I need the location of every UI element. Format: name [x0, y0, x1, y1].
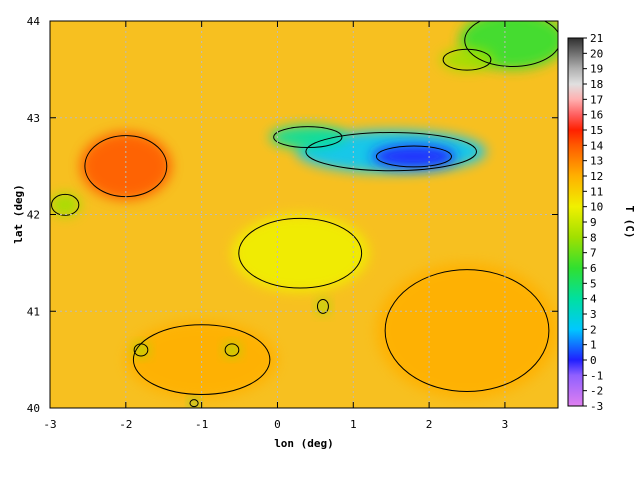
temp-feature-south-green-2 [133, 343, 149, 357]
colorbar-tick-label: -2 [590, 385, 603, 398]
colorbar-tick-label: 5 [590, 277, 597, 290]
colorbar-tick-label: 21 [590, 32, 603, 45]
colorbar-label: T (C) [623, 205, 636, 238]
colorbar-tick-label: 18 [590, 78, 603, 91]
temp-feature-coastal-sea [376, 262, 558, 399]
contour-ebro-valley [238, 217, 363, 289]
x-tick-label: 1 [350, 418, 357, 431]
temp-feature-northeast-green-2 [440, 48, 494, 72]
map-plot-area [49, 20, 559, 409]
x-tick-label: -3 [43, 418, 56, 431]
x-tick-label: 0 [274, 418, 281, 431]
temp-feature-ebro-valley [231, 214, 369, 292]
colorbar-tick-label: 4 [590, 293, 597, 306]
colorbar-tick-label: 17 [590, 93, 603, 106]
colorbar-tick-label: 8 [590, 231, 597, 244]
y-tick-label: 42 [27, 209, 40, 222]
y-axis-ticks: 40 41 42 43 44 [27, 15, 558, 415]
y-tick-label: 44 [27, 15, 41, 28]
x-axis-ticks: -3 -2 -1 0 1 2 3 [43, 21, 508, 431]
temp-feature-pyrenees-core [372, 144, 456, 169]
colorbar-tick-label: 13 [590, 155, 603, 168]
colorbar-tick-label: 1 [590, 339, 597, 352]
contour-northeast-green-2 [442, 48, 492, 71]
temp-feature-delta-green [316, 298, 330, 315]
contour-northeast-green [464, 21, 558, 67]
colorbar-tick-label: 6 [590, 262, 597, 275]
contour-south-green-3 [189, 399, 199, 408]
x-axis-label: lon (deg) [274, 437, 334, 450]
y-tick-label: 43 [27, 112, 40, 125]
y-tick-label: 40 [27, 402, 40, 415]
contour-lines [51, 21, 558, 408]
x-tick-label: 2 [426, 418, 433, 431]
contour-south-green-1 [224, 343, 240, 357]
colorbar-tick-label: 10 [590, 201, 603, 214]
colorbar-tick-label: 2 [590, 323, 597, 336]
colorbar-tick-label: 0 [590, 354, 597, 367]
contour-south-green-2 [133, 343, 149, 357]
y-tick-label: 41 [27, 305, 40, 318]
x-tick-label: 3 [502, 418, 509, 431]
colorbar-scale [567, 37, 584, 407]
temp-feature-west-coast-green [50, 193, 81, 217]
colorbar: -3-2-10123456789101112131415161718192021… [567, 32, 636, 413]
x-tick-label: -2 [119, 418, 132, 431]
colorbar-tick-label: 20 [590, 47, 603, 60]
colorbar-tick-label: 3 [590, 308, 597, 321]
temp-feature-south-green-3 [189, 399, 199, 408]
temp-feature-south-green-1 [224, 343, 240, 357]
y-axis-label: lat (deg) [12, 184, 25, 244]
x-tick-label: -1 [195, 418, 208, 431]
contour-west-coast-green [51, 193, 80, 216]
colorbar-tick-label: -3 [590, 400, 603, 413]
contour-delta-green [316, 298, 329, 314]
temp-feature-southwest-warm [125, 320, 278, 399]
colorbar-tick-label: 9 [590, 216, 597, 229]
colorbar-tick-label: 16 [590, 109, 603, 122]
temp-feature-pyrenees-west [269, 125, 346, 149]
contour-pyrenees-west [273, 126, 343, 149]
colorbar-tick-label: 11 [590, 185, 603, 198]
contour-southwest-warm [132, 324, 271, 395]
colorbar-tick-label: 14 [590, 139, 604, 152]
contour-pyrenees-core [375, 145, 452, 168]
temperature-field [50, 21, 558, 408]
colorbar-tick-label: -1 [590, 369, 603, 382]
colorbar-tick-label: 12 [590, 170, 603, 183]
colorbar-tick-label: 19 [590, 63, 603, 76]
colorbar-tick-label: 7 [590, 247, 597, 260]
colorbar-tick-label: 15 [590, 124, 603, 137]
contour-pyrenees-cold [305, 131, 477, 172]
contour-coastal-sea [384, 269, 550, 393]
